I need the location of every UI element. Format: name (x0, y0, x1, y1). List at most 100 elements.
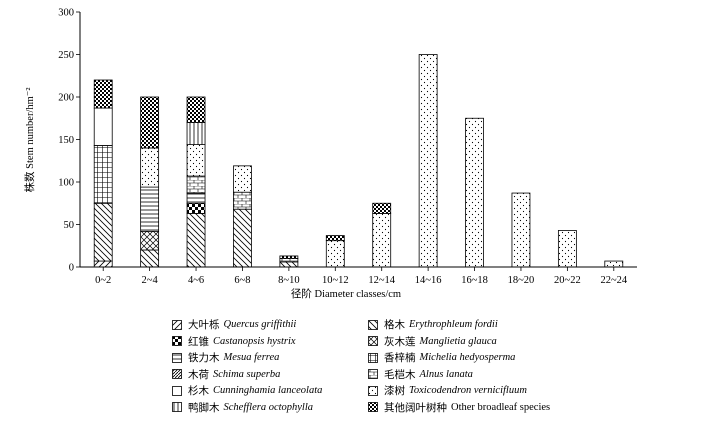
bar-segment-6~8-series-7 (233, 191, 252, 210)
legend-label-en: Toxicodendron vernicifluum (409, 385, 527, 396)
bar-segment-10~12-series-11 (325, 235, 345, 242)
y-axis-label: 株数 Stem number/hm⁻² (23, 88, 36, 193)
legend-item: 铁力木 Mesua ferrea (172, 350, 279, 365)
bar-segment-0~2-series-5 (93, 145, 113, 204)
bar-segment-4~6-series-11 (186, 96, 206, 123)
bar-segment-4~6-series-1 (186, 213, 206, 268)
bar-segment-4~6-series-10 (186, 122, 206, 146)
bar-segment-2~4-series-1 (140, 249, 160, 268)
axes-layer: 0~2 2~4 4~6 6~8 8~10 10~12 12~14 14~16 16~18 18~2… (58, 8, 637, 286)
bar-segment-18~20-series-9 (511, 192, 531, 268)
bar-segment-4~6-series-9 (186, 144, 206, 177)
legend-item: 漆树 Toxicodendron vernicifluum (368, 383, 527, 398)
bar-segment-14~16-series-9 (418, 54, 438, 268)
legend-label-cn: 鸭脚木 (188, 402, 220, 414)
legend-swatch-icon (172, 319, 182, 330)
bar-segment-10~12-series-9 (325, 240, 345, 268)
legend-swatch-icon (172, 369, 182, 379)
bar-segment-12~14-series-11 (372, 202, 392, 214)
x-tick-label: 18~20 (508, 275, 535, 286)
legend-label-cn: 铁力木 (188, 353, 220, 364)
y-tick-label: 100 (58, 178, 74, 189)
legend-item: 红锥 Castanopsis hystrix (172, 334, 296, 349)
legend-label-en: Other broadleaf species (451, 401, 551, 413)
legend-swatch-icon (172, 385, 182, 396)
y-tick-label: 200 (58, 93, 74, 104)
bar-segment-2~4-series-4 (140, 186, 160, 232)
legend-label-cn: 毛桤木 (384, 369, 416, 381)
legend-swatch-icon (368, 402, 378, 412)
bar-segment-16~18-series-9 (465, 117, 484, 268)
legend-label-en: Schima superba (213, 368, 281, 380)
legend-swatch-icon (368, 336, 378, 346)
legend-swatch-icon (368, 369, 378, 379)
y-tick-label: 50 (64, 220, 75, 231)
legend-label-en: Erythrophleum fordii (409, 319, 498, 330)
bar-segment-2~4-series-9 (140, 147, 160, 188)
y-tick-label: 0 (69, 263, 74, 274)
bar-segment-0~2-series-1 (93, 202, 113, 262)
x-tick-label: 12~14 (368, 275, 395, 286)
bar-segment-4~6-series-2 (186, 202, 206, 214)
x-tick-label: 8~10 (278, 275, 299, 286)
bar-segment-22~24-series-9 (604, 260, 624, 268)
x-tick-label: 0~2 (95, 275, 111, 286)
legend-label-en: Michelia hedyosperma (419, 352, 516, 363)
legend-label-en: Schefflera octophylla (223, 401, 314, 413)
bar-segment-0~2-series-8 (93, 107, 113, 146)
legend-label-cn: 大叶栎 (188, 320, 220, 331)
bar-segment-8~10-series-7 (279, 258, 299, 263)
y-axis-title: 株数 Stem number/hm⁻² (23, 88, 36, 193)
bar-segment-12~14-series-9 (372, 213, 392, 268)
legend-label-en: Castanopsis hystrix (213, 335, 296, 347)
bar-segment-4~6-series-4 (186, 192, 206, 204)
bar-segment-8~10-series-11 (279, 255, 299, 259)
legend-label-cn: 其他阔叶树种 (384, 402, 447, 414)
bar-segment-6~8-series-1 (233, 208, 252, 268)
legend-item: 其他阔叶树种 Other broadleaf species (368, 400, 550, 415)
legend-item: 杉木 Cunninghamia lanceolata (172, 383, 322, 398)
y-tick-label: 150 (58, 135, 74, 146)
bar-segment-8~10-series-1 (279, 261, 299, 268)
x-tick-label: 14~16 (415, 275, 442, 286)
legend-item: 格木 Erythrophleum fordii (368, 317, 498, 332)
legend-label-en: Mesua ferrea (223, 352, 280, 363)
legend-item: 毛桤木 Alnus lanata (368, 367, 473, 382)
legend-item: 木荷 Schima superba (172, 367, 280, 382)
bar-segment-6~8-series-9 (233, 165, 252, 193)
legend: 大叶栎 Quercus griffithii 格木 Erythrophleum for… (172, 315, 692, 420)
legend-label-cn: 红锥 (188, 336, 209, 348)
legend-swatch-icon (368, 385, 378, 396)
bars-layer (93, 54, 624, 268)
legend-swatch-icon (172, 336, 182, 346)
bar-segment-2~4-series-3 (140, 230, 160, 251)
x-tick-label: 10~12 (322, 275, 349, 286)
bar-segment-20~22-series-9 (557, 230, 577, 268)
legend-swatch-icon (172, 352, 182, 363)
legend-label-cn: 香梓楠 (384, 353, 416, 364)
x-tick-label: 4~6 (188, 275, 204, 286)
legend-label-cn: 格木 (384, 320, 405, 331)
legend-label-cn: 木荷 (188, 369, 209, 381)
legend-label-en: Alnus lanata (419, 368, 473, 380)
x-tick-label: 22~24 (600, 275, 627, 286)
bar-segment-0~2-series-11 (93, 79, 113, 109)
legend-swatch-icon (368, 352, 378, 363)
bar-segment-4~6-series-7 (186, 175, 206, 194)
legend-label-en: Quercus griffithii (223, 319, 297, 330)
legend-label-en: Manglietia glauca (419, 335, 497, 347)
legend-swatch-icon (368, 319, 378, 330)
legend-item: 鸭脚木 Schefflera octophylla (172, 400, 313, 415)
x-axis-label: 径阶 Diameter classes/cm (291, 287, 401, 300)
bar-segment-0~2-series-0 (93, 260, 113, 268)
bar-segment-2~4-series-11 (140, 96, 160, 149)
x-tick-label: 16~18 (461, 275, 488, 286)
legend-label-en: Cunninghamia lanceolata (213, 385, 323, 396)
legend-label-cn: 漆树 (384, 386, 405, 397)
x-tick-label: 20~22 (554, 275, 581, 286)
x-tick-label: 2~4 (142, 275, 159, 286)
legend-item: 香梓楠 Michelia hedyosperma (368, 350, 515, 365)
legend-item: 灰木莲 Manglietia glauca (368, 334, 497, 349)
y-tick-label: 250 (58, 50, 74, 61)
y-tick-label: 300 (58, 8, 74, 19)
